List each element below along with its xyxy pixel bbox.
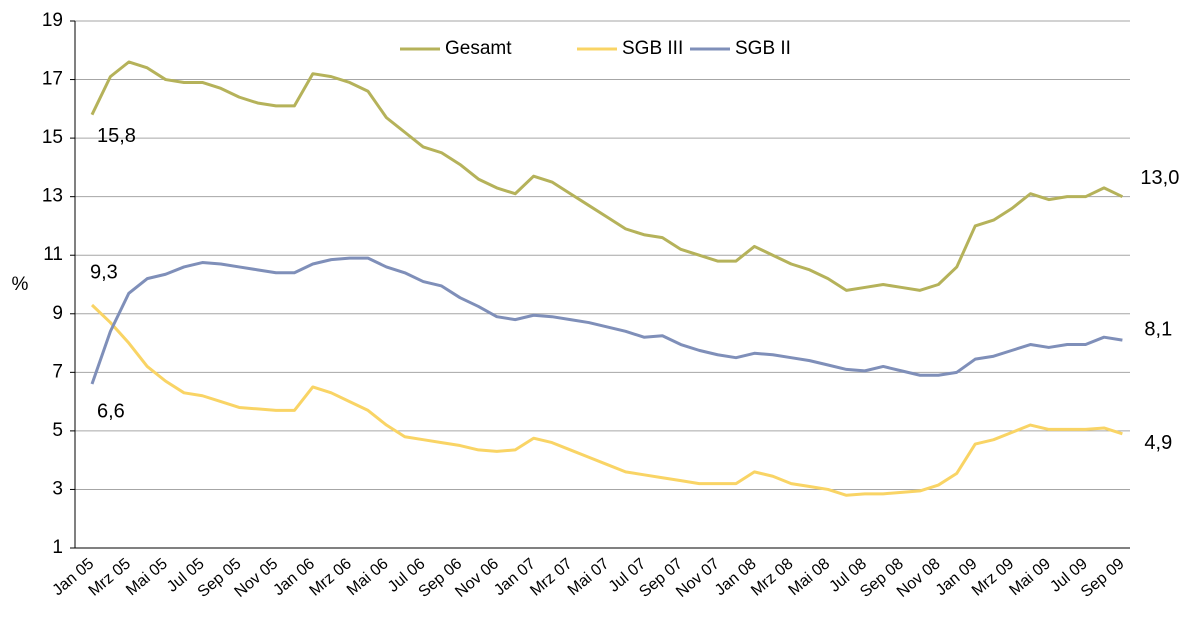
- data-label: 4,9: [1144, 432, 1172, 454]
- x-tick-label: Mrz 06: [306, 555, 354, 600]
- data-label: 13,0: [1140, 167, 1179, 189]
- legend-label: SGB II: [735, 38, 791, 59]
- data-label: 15,8: [97, 125, 136, 147]
- y-tick-label: 3: [52, 478, 63, 499]
- y-tick-label: 15: [42, 127, 63, 148]
- y-tick-label: 17: [42, 69, 63, 90]
- data-label: 8,1: [1144, 318, 1172, 340]
- x-tick-label: Mai 07: [565, 555, 613, 599]
- y-tick-label: 11: [43, 244, 63, 265]
- data-label: 9,3: [90, 261, 118, 283]
- x-tick-label: Mai 09: [1006, 555, 1054, 599]
- y-tick-label: 1: [52, 537, 63, 558]
- data-label: 6,6: [97, 400, 125, 422]
- x-tick-label: Mrz 05: [86, 555, 134, 600]
- line-series: [90, 303, 1123, 497]
- x-tick-label: Mrz 08: [748, 555, 796, 600]
- x-tick-label: Mai 05: [123, 555, 171, 599]
- y-tick-label: 7: [52, 361, 63, 382]
- y-tick-label: 9: [52, 303, 63, 324]
- line-series: [90, 60, 1124, 292]
- y-tick-label: 13: [42, 186, 63, 207]
- x-tick-label: Mai 06: [344, 555, 392, 599]
- legend-label: SGB III: [622, 38, 683, 59]
- x-tick-label: Mrz 07: [527, 555, 575, 600]
- x-tick-label: Mrz 09: [969, 555, 1017, 600]
- x-tick-label: Mai 08: [786, 555, 834, 599]
- y-tick-label: 19: [42, 10, 63, 31]
- line-series: [90, 256, 1123, 385]
- legend-label: Gesamt: [445, 38, 512, 59]
- y-tick-label: 5: [52, 420, 63, 441]
- y-axis-label: %: [12, 274, 29, 295]
